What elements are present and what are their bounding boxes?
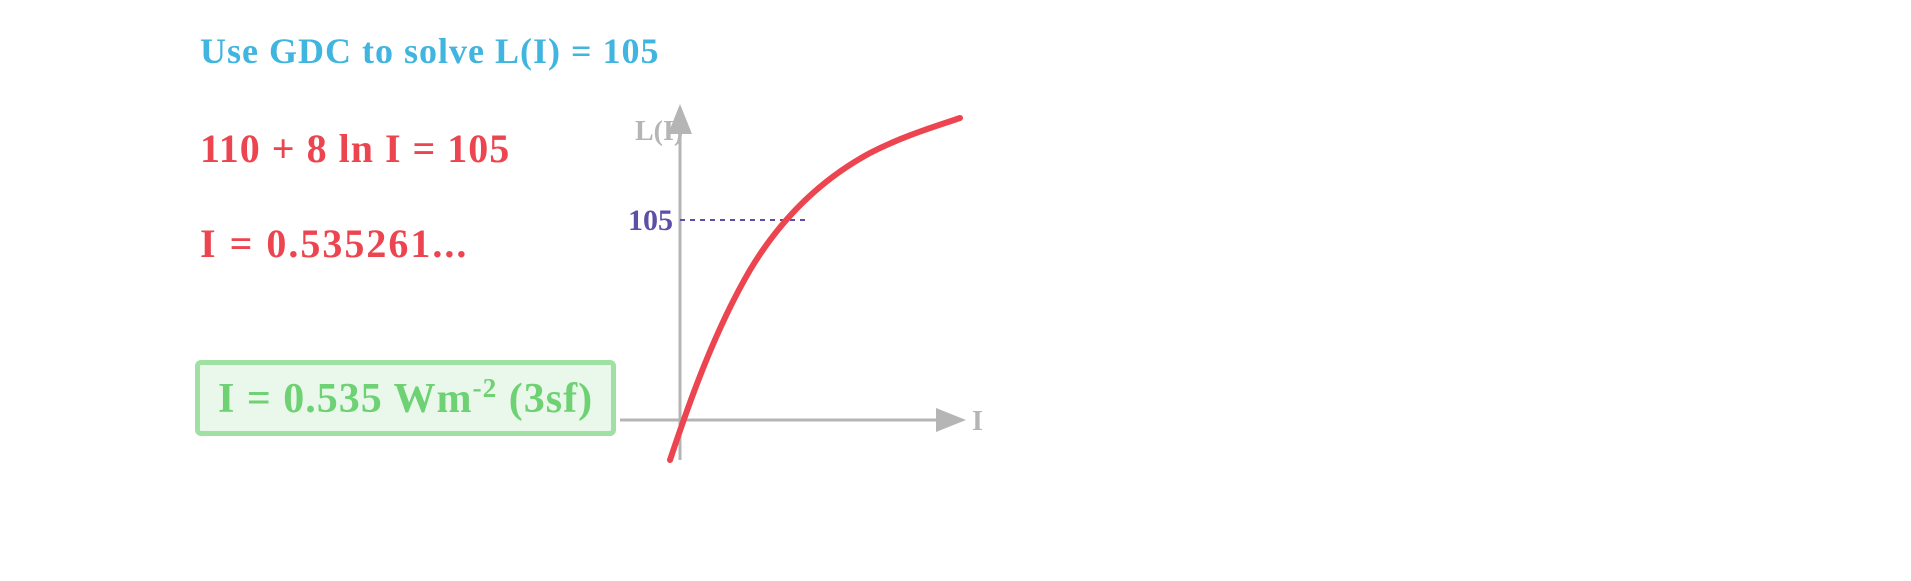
y-axis-label: L(I) xyxy=(635,116,683,147)
ln-curve xyxy=(670,118,960,460)
graph-svg: L(I) I 105 xyxy=(620,90,1000,490)
answer-suffix: (3sf) xyxy=(497,376,593,422)
intermediate-line: I = 0.535261... xyxy=(200,220,468,267)
answer-exponent: -2 xyxy=(473,373,498,403)
answer-box: I = 0.535 Wm-2 (3sf) xyxy=(195,360,616,436)
equation-line: 110 + 8 ln I = 105 xyxy=(200,125,510,172)
instruction-line: Use GDC to solve L(I) = 105 xyxy=(200,30,659,72)
y-tick-105: 105 xyxy=(628,204,673,237)
answer-prefix: I = 0.535 Wm xyxy=(218,376,473,422)
graph: L(I) I 105 xyxy=(620,90,1000,490)
x-axis-label: I xyxy=(972,406,983,437)
answer-text: I = 0.535 Wm-2 (3sf) xyxy=(218,376,593,422)
